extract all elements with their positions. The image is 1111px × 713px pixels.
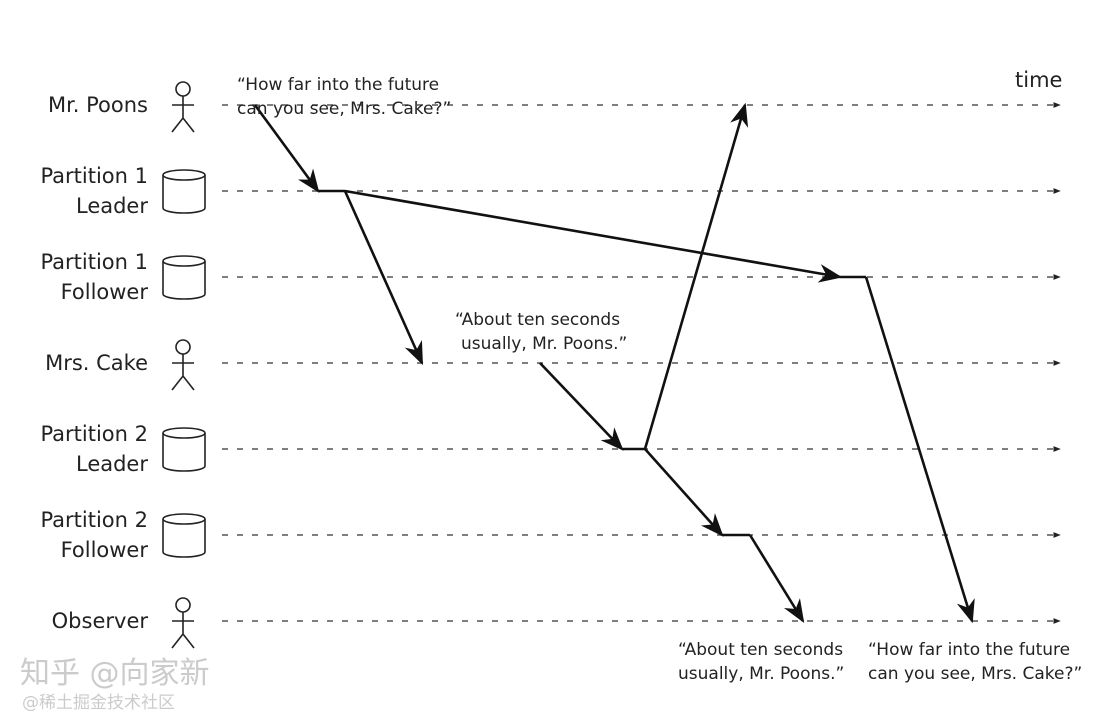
quote-line: “How far into the future (237, 75, 440, 95)
lane-label-line: Follower (60, 280, 148, 304)
message-arrow (343, 190, 424, 366)
person-icon (171, 597, 195, 649)
message-arrow (344, 189, 843, 283)
lane-label-line: Partition 2 (40, 508, 148, 532)
lane-label-line: Mrs. Cake (45, 351, 148, 375)
lane-label-line: Leader (75, 194, 148, 218)
person-body (171, 354, 195, 391)
message-arrow (644, 448, 724, 537)
lane-label: Observer (0, 606, 148, 636)
lane-label: Partition 2 Leader (0, 419, 148, 479)
quote-line: can you see, Mrs. Cake?” (237, 99, 452, 119)
lane-label-line: Partition 1 (40, 250, 148, 274)
lane-label-line: Follower (60, 538, 148, 562)
quote-line: “About ten seconds (455, 310, 621, 330)
person-icon (171, 81, 195, 133)
lane-label-line: Partition 2 (40, 422, 148, 446)
person-body (171, 96, 195, 133)
quote-poons-question: “How far into the future can you see, Mr… (237, 73, 451, 121)
quote-cake-answer: “About ten seconds usually, Mr. Poons.” (455, 308, 627, 356)
lane-label-line: Mr. Poons (47, 93, 148, 117)
db-top (162, 169, 206, 181)
quote-line: usually, Mr. Poons.” (678, 664, 845, 684)
db-top (162, 255, 206, 267)
database-icon (162, 169, 206, 214)
lane-label: Partition 1 Follower (0, 247, 148, 307)
lane-label: Mr. Poons (0, 90, 148, 120)
lane-label: Partition 1 Leader (0, 161, 148, 221)
db-body (162, 175, 206, 214)
message-arrow (253, 104, 320, 193)
quote-line: can you see, Mrs. Cake?” (868, 664, 1083, 684)
message-arrow (748, 534, 805, 623)
person-head (175, 339, 191, 355)
db-body (162, 433, 206, 472)
db-body (162, 519, 206, 558)
database-icon (162, 427, 206, 472)
lane-label-line: Partition 1 (40, 164, 148, 188)
quote-line: “About ten seconds (678, 640, 844, 660)
quote-line: usually, Mr. Poons.” (461, 334, 628, 354)
message-arrow (539, 362, 624, 451)
watermark-sub: @稀土掘金技术社区 (22, 693, 175, 713)
person-head (175, 81, 191, 97)
quote-observer-question: “How far into the future can you see, Mr… (868, 638, 1082, 686)
time-label: time (1015, 68, 1063, 92)
quote-observer-answer: “About ten seconds usually, Mr. Poons.” (678, 638, 844, 686)
message-arrow (643, 102, 749, 450)
db-top (162, 513, 206, 525)
person-body (171, 612, 195, 649)
lane-label-line: Observer (51, 609, 148, 633)
watermark-main: 知乎 @向家新 (20, 656, 210, 691)
quote-line: “How far into the future (868, 640, 1071, 660)
lane-label: Mrs. Cake (0, 348, 148, 378)
database-icon (162, 255, 206, 300)
message-arrow (864, 276, 975, 624)
db-top (162, 427, 206, 439)
person-head (175, 597, 191, 613)
person-icon (171, 339, 195, 391)
database-icon (162, 513, 206, 558)
lane-label: Partition 2 Follower (0, 505, 148, 565)
lane-label-line: Leader (75, 452, 148, 476)
db-body (162, 261, 206, 300)
